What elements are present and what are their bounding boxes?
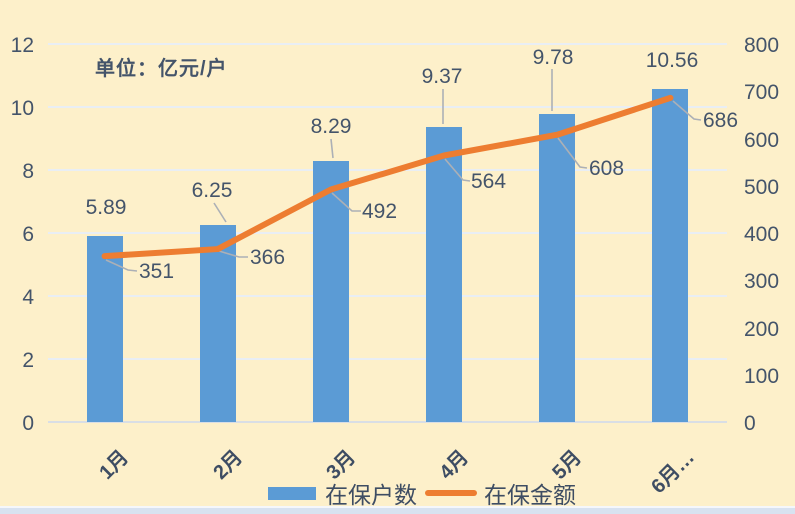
bar-4月[interactable] [426, 126, 463, 422]
legend-bar-swatch[interactable] [268, 486, 316, 500]
gridline [48, 232, 727, 234]
bar-3月[interactable] [312, 160, 349, 422]
line-value-label: 564 [471, 170, 507, 193]
gridline [48, 358, 727, 360]
right-axis-tick: 600 [744, 128, 780, 152]
leader-line [105, 259, 138, 272]
line-value-label: 366 [250, 246, 286, 269]
bar-2月[interactable] [199, 225, 236, 422]
bar-1月[interactable] [86, 236, 123, 422]
bar-value-label: 10.56 [645, 49, 699, 72]
line-series[interactable] [101, 94, 674, 260]
bar-value-label: 8.29 [310, 115, 352, 138]
leader-line [444, 158, 471, 182]
line-value-label: 492 [362, 200, 398, 223]
left-axis-tick: 0 [22, 412, 34, 435]
unit-label: 单位：亿元/户 [95, 58, 228, 80]
x-axis-label-4: 4月 [435, 446, 473, 484]
right-axis-tick: 100 [744, 364, 780, 388]
leader-line [331, 192, 361, 212]
bar-value-label: 9.78 [532, 46, 574, 69]
leader-line [330, 138, 334, 159]
gridline [48, 43, 727, 45]
right-axis-tick: 800 [744, 34, 780, 57]
bar-value-label: 5.89 [85, 196, 127, 219]
right-axis-tick: 300 [744, 270, 780, 294]
right-axis-tick: 400 [744, 223, 780, 246]
legend: 在保户数 在保金额 [268, 480, 576, 508]
leader-line [218, 250, 248, 258]
line-value-label: 686 [703, 109, 739, 132]
gridline [48, 106, 727, 108]
left-axis-tick: 4 [22, 286, 34, 309]
left-axis-tick: 10 [10, 97, 34, 120]
left-axis-tick: 6 [22, 223, 34, 246]
bar-value-label: 9.37 [421, 65, 463, 88]
x-axis-label-6: 6月… [647, 446, 700, 499]
bar-5月[interactable] [539, 113, 576, 422]
left-axis-tick: 12 [10, 34, 34, 57]
right-axis-tick: 0 [744, 412, 756, 435]
leader-line [672, 100, 702, 121]
window-bottom-edge [0, 506, 795, 514]
bar-6月…[interactable] [652, 89, 689, 422]
line-value-label: 608 [589, 157, 625, 180]
right-axis-tick: 500 [744, 175, 780, 199]
x-axis-label-1: 1月 [95, 446, 134, 484]
leader-line [557, 137, 588, 169]
legend-bar-label[interactable]: 在保户数 [325, 482, 417, 508]
x-axis-label-2: 2月 [209, 446, 247, 484]
legend-line-swatch[interactable] [425, 490, 477, 496]
right-axis-tick: 700 [744, 81, 780, 105]
x-axis-line [48, 421, 727, 423]
gridline [48, 295, 727, 297]
bar-value-label: 6.25 [191, 179, 233, 202]
left-axis-tick: 2 [22, 349, 34, 372]
legend-line-label[interactable]: 在保金额 [484, 482, 576, 508]
line-value-label: 351 [139, 260, 175, 283]
right-axis-tick: 200 [744, 317, 780, 341]
left-axis-tick: 8 [22, 160, 34, 183]
leader-line [213, 202, 227, 223]
